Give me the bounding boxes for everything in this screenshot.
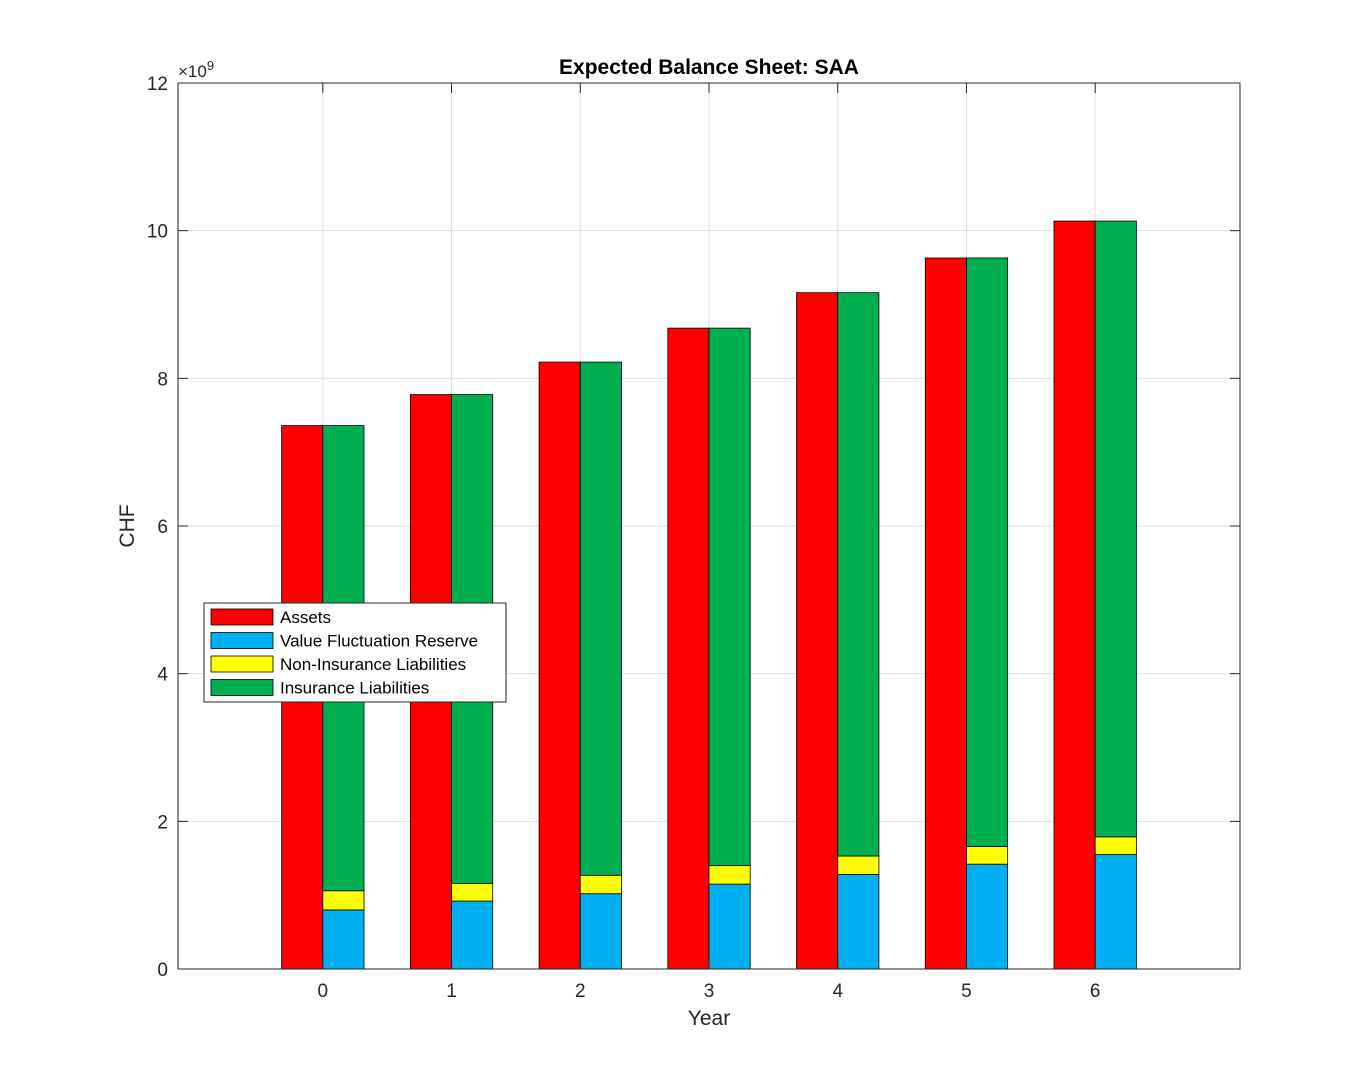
bar-value-fluctuation-reserve [322,909,365,970]
bar-value-fluctuation-reserve [708,883,751,970]
bar-assets [796,292,839,970]
bar-non-insurance-liabilities [837,855,880,875]
x-tick-label: 1 [446,981,457,1002]
bar-assets [1053,220,1096,970]
bar-value-fluctuation-reserve [451,900,494,970]
bar-non-insurance-liabilities [966,846,1009,865]
legend-label: Non-Insurance Liabilities [280,655,466,674]
bar-insurance-liabilities [837,292,880,857]
y-tick-label: 12 [147,74,168,95]
legend-swatch [210,632,274,649]
bar-insurance-liabilities [579,361,622,876]
y-tick-label: 8 [157,369,168,390]
bar-value-fluctuation-reserve [966,863,1009,970]
y-exponent-power: 9 [207,58,214,73]
y-axis-title: CHF [116,504,139,547]
y-exponent-base: ×10 [178,62,207,81]
y-tick-label: 4 [157,665,168,686]
legend: Assets Value Fluctuation Reserve Non-Insur… [203,602,507,703]
legend-swatch [210,679,274,696]
bar-value-fluctuation-reserve [579,893,622,970]
legend-label: Value Fluctuation Reserve [280,632,478,651]
legend-swatch [210,608,274,626]
y-tick-label: 6 [157,517,168,538]
x-tick-label: 3 [704,981,715,1002]
y-tick-label: 0 [157,960,168,981]
chart-title: Expected Balance Sheet: SAA [559,56,859,79]
bar-non-insurance-liabilities [579,874,622,895]
bar-value-fluctuation-reserve [1094,854,1137,970]
bar-insurance-liabilities [966,257,1009,847]
x-tick-label: 6 [1090,981,1101,1002]
bar-insurance-liabilities [708,327,751,867]
x-tick-label: 4 [832,981,843,1002]
bar-non-insurance-liabilities [322,890,365,911]
bar-non-insurance-liabilities [708,865,751,885]
bar-assets [667,327,710,970]
legend-label: Insurance Liabilities [280,679,429,698]
y-tick-label: 10 [147,222,168,243]
bar-assets [924,257,967,970]
x-tick-label: 0 [318,981,329,1002]
x-axis-title: Year [688,1007,730,1030]
bar-non-insurance-liabilities [1094,836,1137,855]
x-tick-label: 2 [575,981,586,1002]
legend-swatch [210,655,274,673]
bars [281,220,1137,970]
x-tick-label: 5 [961,981,972,1002]
bar-insurance-liabilities [1094,220,1137,838]
legend-label: Assets [280,608,331,627]
y-tick-label: 2 [157,812,168,833]
y-exponent-label: ×109 [178,58,214,81]
bar-assets [538,361,581,970]
bar-value-fluctuation-reserve [837,874,880,970]
bar-non-insurance-liabilities [451,882,494,902]
